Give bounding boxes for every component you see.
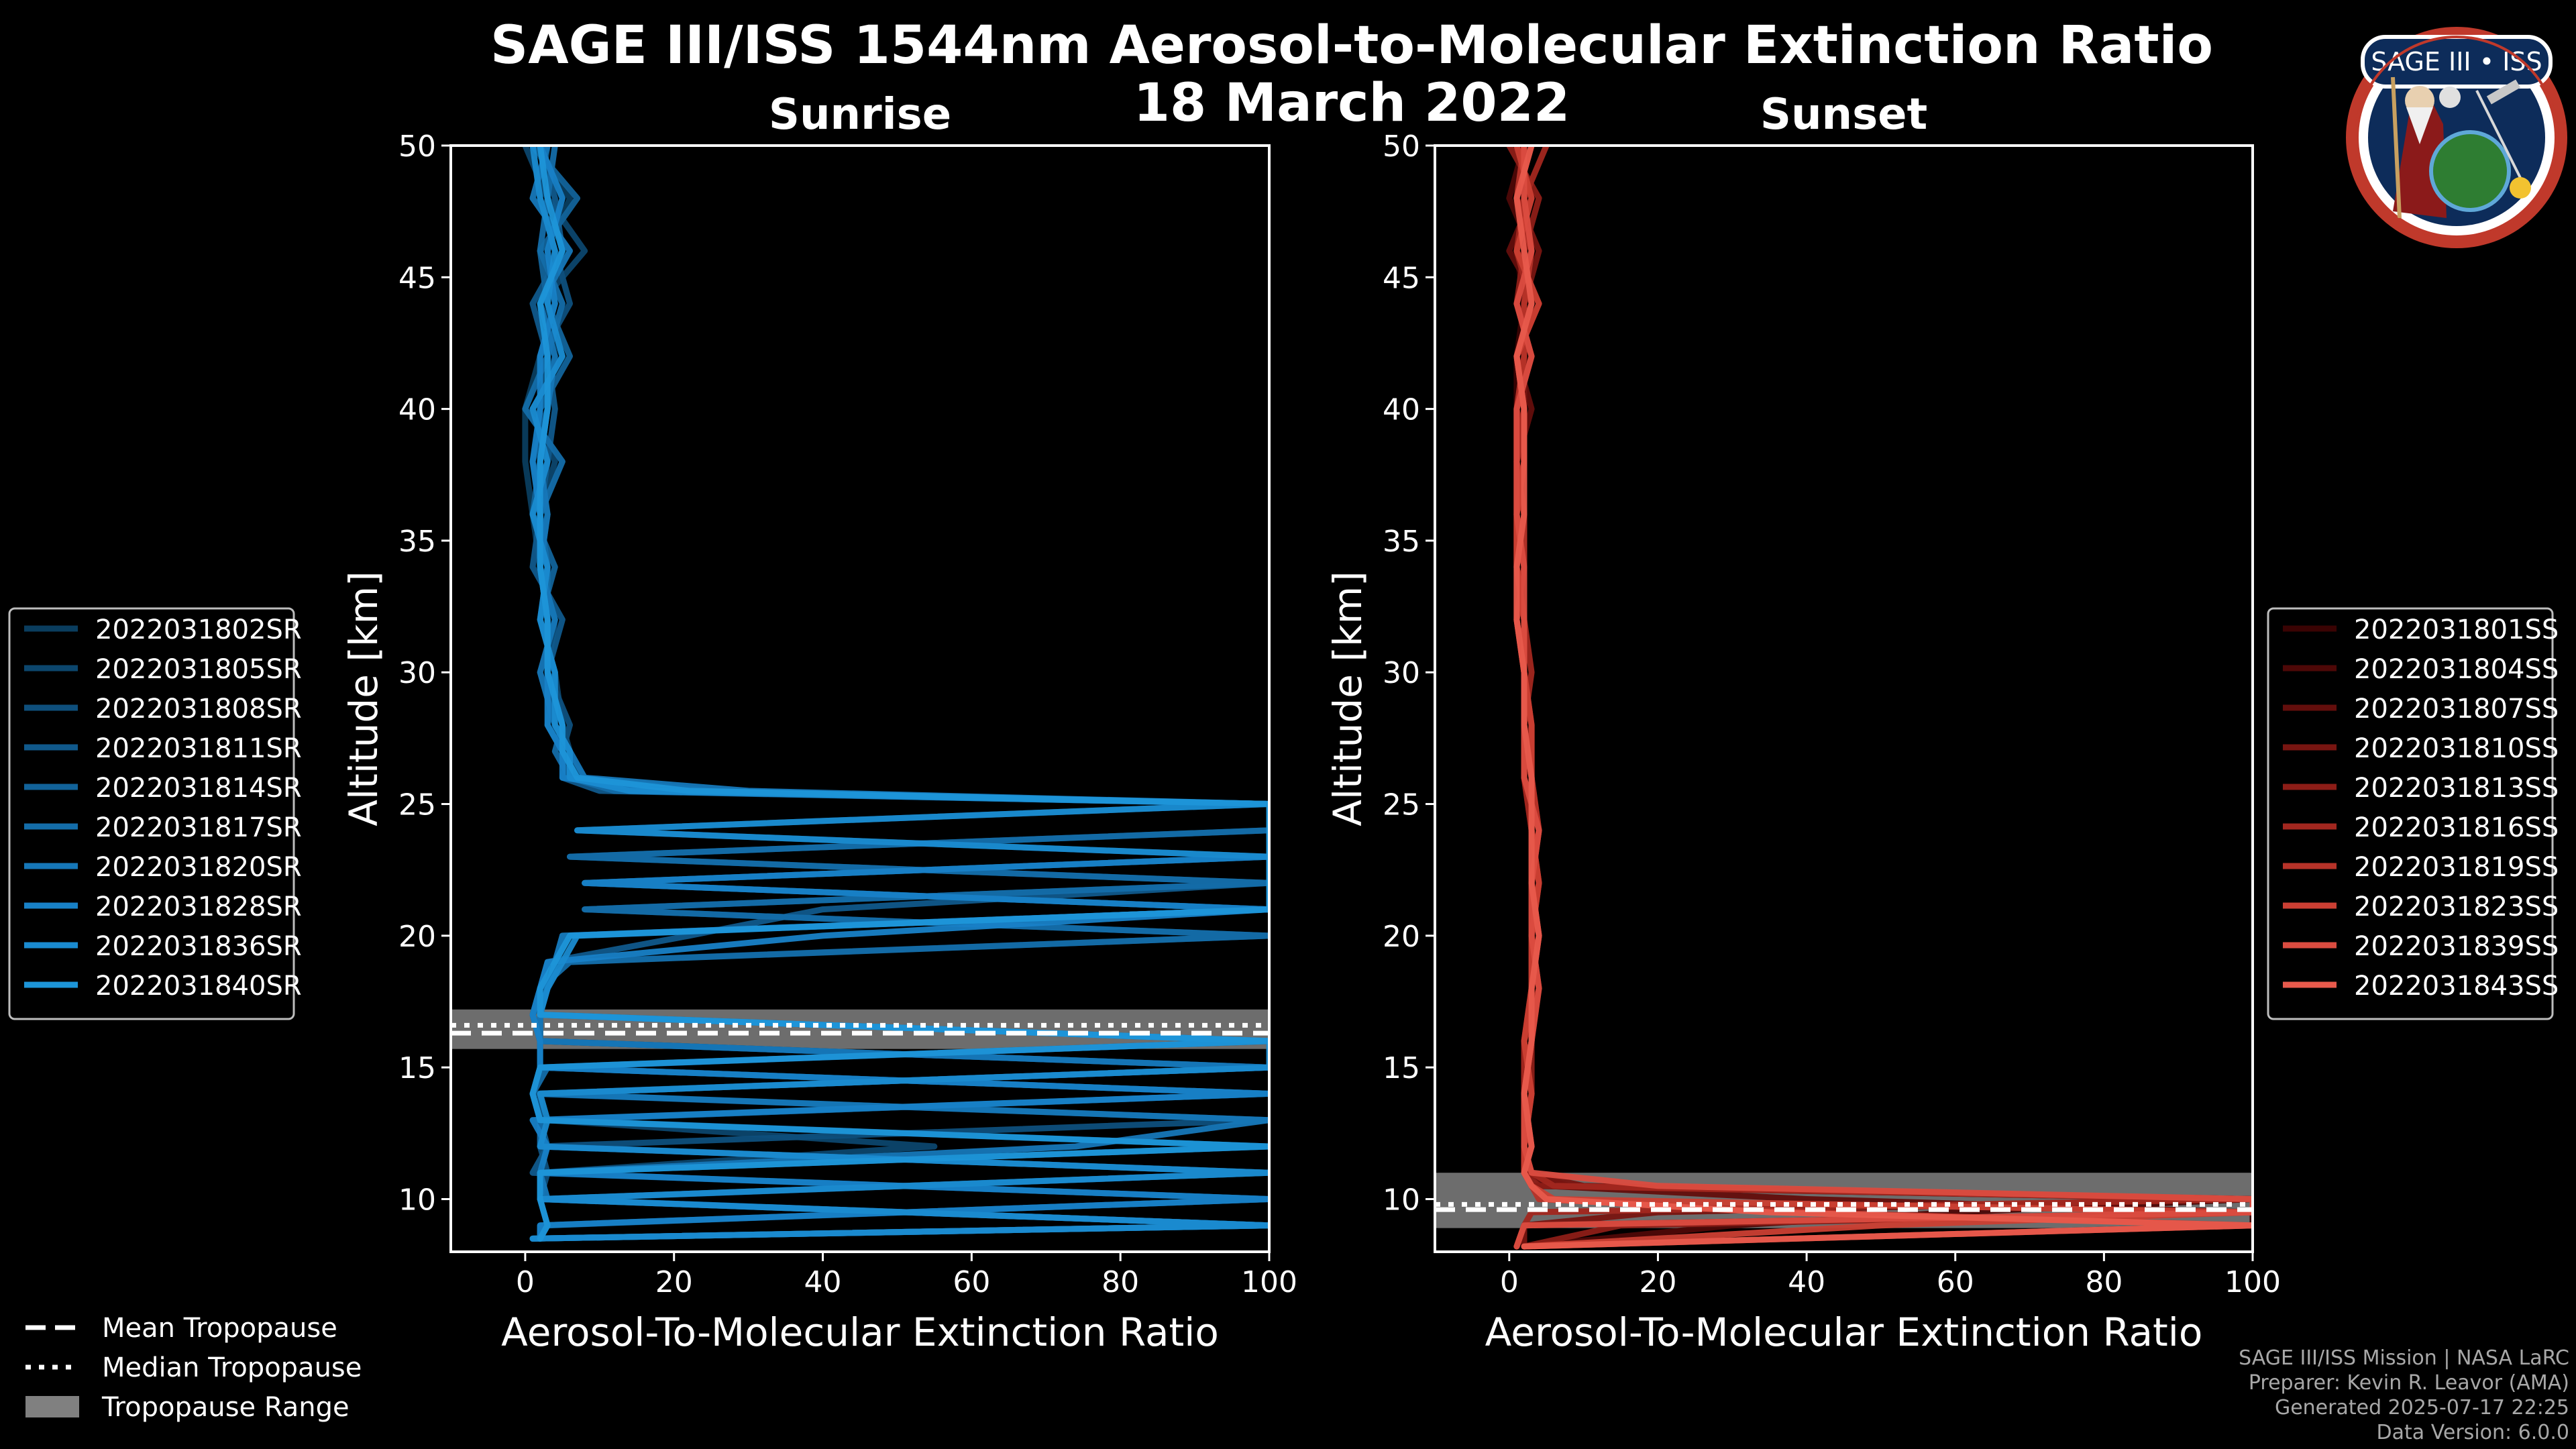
legend-entry-2022031840SR: 2022031840SR — [95, 971, 302, 1002]
legend-entry-2022031823SS: 2022031823SS — [2354, 892, 2559, 922]
x-tick-label: 20 — [655, 1265, 693, 1299]
legend-entry-2022031807SS: 2022031807SS — [2354, 694, 2559, 724]
y-axis-label: Altitude [km] — [1325, 571, 1371, 826]
axes-frame — [1434, 144, 2254, 1253]
legend-entry-2022031836SR: 2022031836SR — [95, 931, 302, 962]
y-tick-label: 30 — [398, 656, 436, 690]
y-axis-label: Altitude [km] — [341, 571, 386, 826]
legend-frame — [2267, 607, 2554, 1020]
plot-area — [451, 146, 1269, 1242]
credit-generated: Generated 2025-07-17 22:25 — [2274, 1396, 2569, 1419]
legend-entry-2022031820SR: 2022031820SR — [95, 852, 302, 883]
x-tick-label: 0 — [516, 1265, 535, 1299]
x-tick-label: 20 — [1639, 1265, 1676, 1299]
plot-area — [1435, 146, 2253, 1250]
x-tick-label: 60 — [1937, 1265, 1974, 1299]
legend-entry-2022031813SS: 2022031813SS — [2354, 773, 2559, 804]
tropopause-legend: Mean Tropopause Median Tropopause Tropopau… — [25, 1313, 362, 1423]
y-tick-label: 25 — [1383, 788, 1420, 822]
legend-frame — [8, 607, 295, 1020]
legend-entry-2022031805SR: 2022031805SR — [95, 654, 302, 685]
series-line-2022031843SS — [1513, 146, 2253, 1250]
y-tick-label: 25 — [398, 788, 436, 822]
y-tick-label: 30 — [1383, 656, 1420, 690]
y-tick-label: 10 — [1383, 1183, 1420, 1217]
tropopause-legend-median: Median Tropopause — [102, 1352, 362, 1383]
x-axis-label: Aerosol-To-Molecular Extinction Ratio — [1485, 1309, 2203, 1355]
panel-title: Sunrise — [769, 90, 951, 140]
legend-entry-2022031811SR: 2022031811SR — [95, 733, 302, 764]
x-tick-label: 60 — [953, 1265, 990, 1299]
y-tick-label: 35 — [398, 525, 436, 559]
series-legend: 2022031801SS 2022031804SS 2022031807SS 2022… — [2267, 607, 2559, 1020]
logo-text: SAGE III • ISS — [2371, 47, 2542, 76]
legend-entry-2022031828SR: 2022031828SR — [95, 892, 302, 922]
series-line-2022031840SR — [529, 146, 1269, 1242]
y-tick-label: 35 — [1383, 525, 1420, 559]
axes-frame — [449, 144, 1271, 1253]
legend-entry-2022031804SS: 2022031804SS — [2354, 654, 2559, 685]
x-tick-label: 80 — [1102, 1265, 1139, 1299]
legend-entry-2022031816SS: 2022031816SS — [2354, 812, 2559, 843]
x-tick-label: 100 — [1241, 1265, 1297, 1299]
credits-block: SAGE III/ISS Mission | NASA LaRC Prepare… — [2239, 1346, 2569, 1445]
chart-title: SAGE III/ISS 1544nm Aerosol-to-Molecular… — [490, 15, 2213, 76]
y-tick-label: 15 — [398, 1051, 436, 1085]
y-tick-label: 45 — [398, 261, 436, 295]
sunrise-panel: 0 20 40 60 80 100 10 15 20 25 30 35 40 45 50 Sunrise Aer… — [8, 90, 1297, 1355]
legend-entry-2022031817SR: 2022031817SR — [95, 812, 302, 843]
x-tick-label: 40 — [1788, 1265, 1825, 1299]
y-tick-label: 15 — [1383, 1051, 1420, 1085]
legend-entry-2022031839SS: 2022031839SS — [2354, 931, 2559, 962]
y-tick-label: 20 — [1383, 920, 1420, 954]
y-tick-label: 45 — [1383, 261, 1420, 295]
y-tick-label: 50 — [1383, 129, 1420, 164]
credit-version: Data Version: 6.0.0 — [2376, 1421, 2569, 1444]
panel-title: Sunset — [1760, 90, 1927, 140]
y-tick-label: 40 — [1383, 393, 1420, 427]
tropopause-legend-range: Tropopause Range — [101, 1392, 350, 1423]
x-tick-label: 80 — [2085, 1265, 2123, 1299]
legend-entry-2022031801SS: 2022031801SS — [2354, 614, 2559, 645]
y-tick-label: 40 — [398, 393, 436, 427]
sage-iii-iss-logo: SAGE III • ISS — [2346, 27, 2567, 248]
tropopause-range-swatch — [25, 1396, 79, 1417]
series-line-2022031836SR — [529, 146, 1269, 1242]
legend-entry-2022031808SR: 2022031808SR — [95, 694, 302, 724]
legend-entry-2022031802SR: 2022031802SR — [95, 614, 302, 645]
y-tick-label: 50 — [398, 129, 436, 164]
sunset-panel: 0 20 40 60 80 100 10 15 20 25 30 35 40 45 50 Sunset Aero… — [1325, 90, 2559, 1355]
x-tick-label: 100 — [2224, 1265, 2281, 1299]
legend-entry-2022031843SS: 2022031843SS — [2354, 971, 2559, 1002]
y-tick-label: 10 — [398, 1183, 436, 1217]
legend-entry-2022031814SR: 2022031814SR — [95, 773, 302, 804]
x-axis-label: Aerosol-To-Molecular Extinction Ratio — [501, 1309, 1219, 1355]
chart-date: 18 March 2022 — [1134, 73, 1570, 133]
x-tick-label: 0 — [1500, 1265, 1519, 1299]
legend-entry-2022031819SS: 2022031819SS — [2354, 852, 2559, 883]
credit-preparer: Preparer: Kevin R. Leavor (AMA) — [2248, 1371, 2569, 1395]
y-tick-label: 20 — [398, 920, 436, 954]
legend-entry-2022031810SS: 2022031810SS — [2354, 733, 2559, 764]
x-tick-label: 40 — [804, 1265, 842, 1299]
credit-mission: SAGE III/ISS Mission | NASA LaRC — [2239, 1346, 2569, 1370]
tropopause-legend-mean: Mean Tropopause — [102, 1313, 337, 1344]
series-legend: 2022031802SR 2022031805SR 2022031808SR 2022… — [8, 607, 302, 1020]
